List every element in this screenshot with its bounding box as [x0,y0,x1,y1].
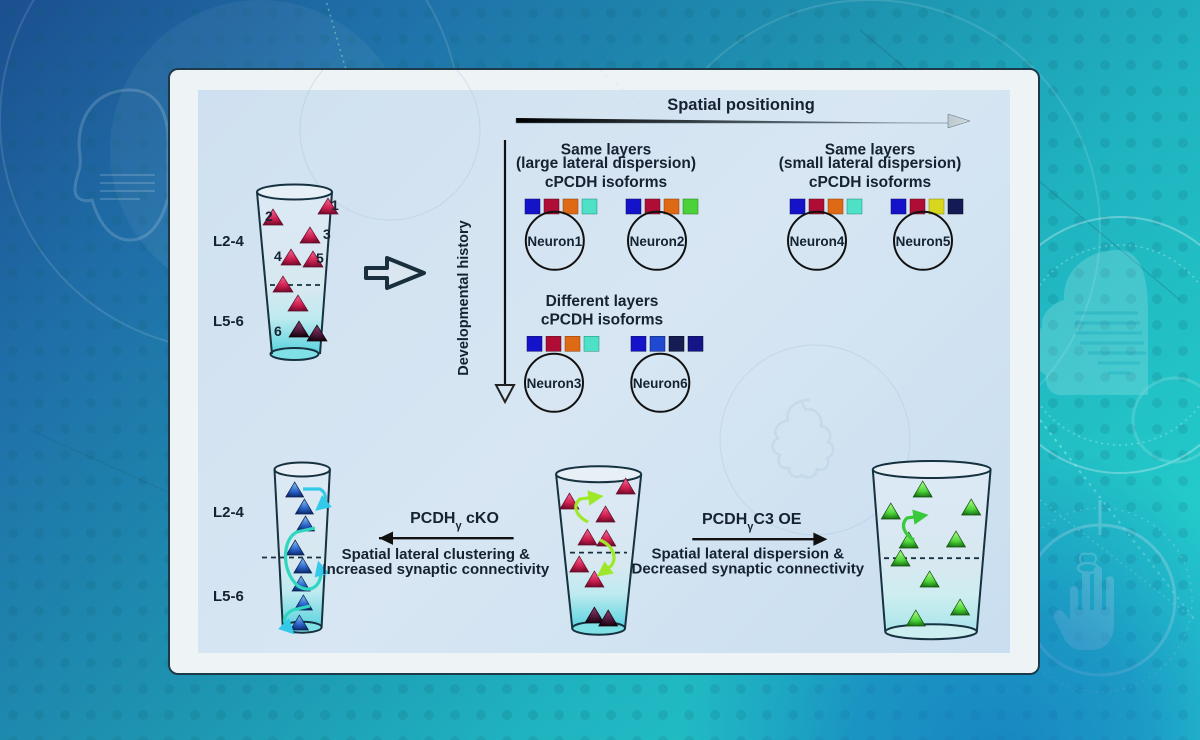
svg-text:Neuron5: Neuron5 [896,234,951,249]
svg-text:cPCDH isoforms: cPCDH isoforms [809,174,931,191]
svg-text:PCDHγC3 OE: PCDHγC3 OE [702,511,802,533]
svg-text:2: 2 [265,208,273,224]
svg-text:(small lateral dispersion): (small lateral dispersion) [779,155,962,172]
svg-text:Spatial positioning: Spatial positioning [667,96,815,114]
svg-text:(large lateral dispersion): (large lateral dispersion) [516,155,696,172]
svg-text:L2-4: L2-4 [213,504,245,521]
svg-text:Neuron6: Neuron6 [633,376,688,391]
svg-text:6: 6 [274,323,282,339]
svg-text:Neuron3: Neuron3 [527,376,582,391]
svg-text:cPCDH isoforms: cPCDH isoforms [541,311,663,328]
svg-text:Developmental history: Developmental history [456,220,472,376]
svg-text:PCDHγ cKO: PCDHγ cKO [410,510,499,532]
svg-text:Different layers: Different layers [546,293,659,310]
svg-text:Neuron4: Neuron4 [790,234,845,249]
svg-text:L5-6: L5-6 [213,313,244,330]
svg-text:cPCDH isoforms: cPCDH isoforms [545,174,667,191]
svg-text:3: 3 [323,226,331,242]
svg-text:4: 4 [274,248,282,264]
svg-text:5: 5 [316,250,324,266]
svg-text:Increased synaptic connectivit: Increased synaptic connectivity [322,561,549,578]
svg-text:Neuron1: Neuron1 [527,234,582,249]
svg-text:L2-4: L2-4 [213,233,245,250]
svg-text:Neuron2: Neuron2 [630,234,685,249]
svg-text:Decreased synaptic connectivit: Decreased synaptic connectivity [631,561,864,578]
svg-text:1: 1 [331,197,339,213]
svg-text:L5-6: L5-6 [213,588,244,605]
